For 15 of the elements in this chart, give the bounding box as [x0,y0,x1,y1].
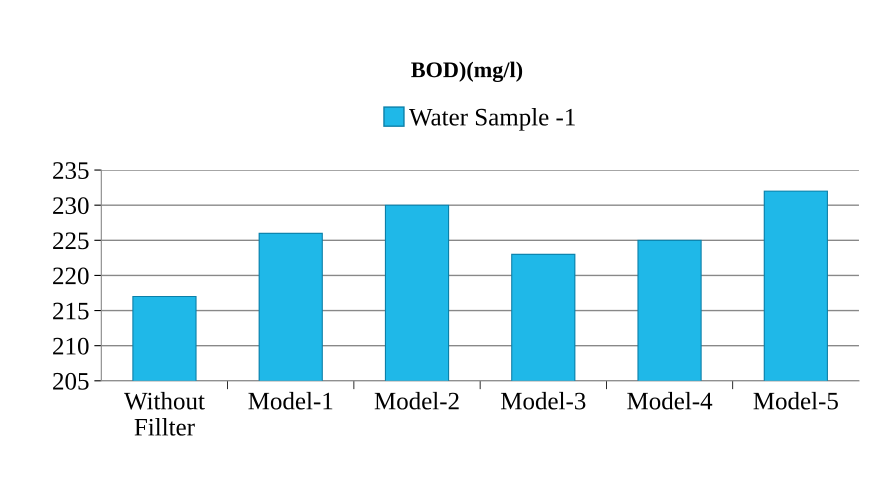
y-tick-label: 220 [53,267,89,284]
y-tick-label: 215 [53,302,89,320]
x-tick-label: Without Fillter [124,392,205,436]
y-tick-label: 230 [53,197,89,214]
y-tick-label: 210 [53,338,89,355]
y-tick-label: 205 [53,372,89,390]
y-tick-label: 235 [53,162,89,179]
chart-title: BOD)(mg/l) [411,62,522,82]
y-tick-label: 225 [53,232,89,250]
x-tick-label: Model-4 [627,392,712,410]
x-tick-label: Model-1 [248,392,332,410]
x-tick-label: Model-3 [500,392,586,410]
x-tick-label: Model-2 [374,392,459,410]
legend-label: Water Sample -1 [408,108,575,131]
x-tick-label: Model-5 [754,392,838,410]
